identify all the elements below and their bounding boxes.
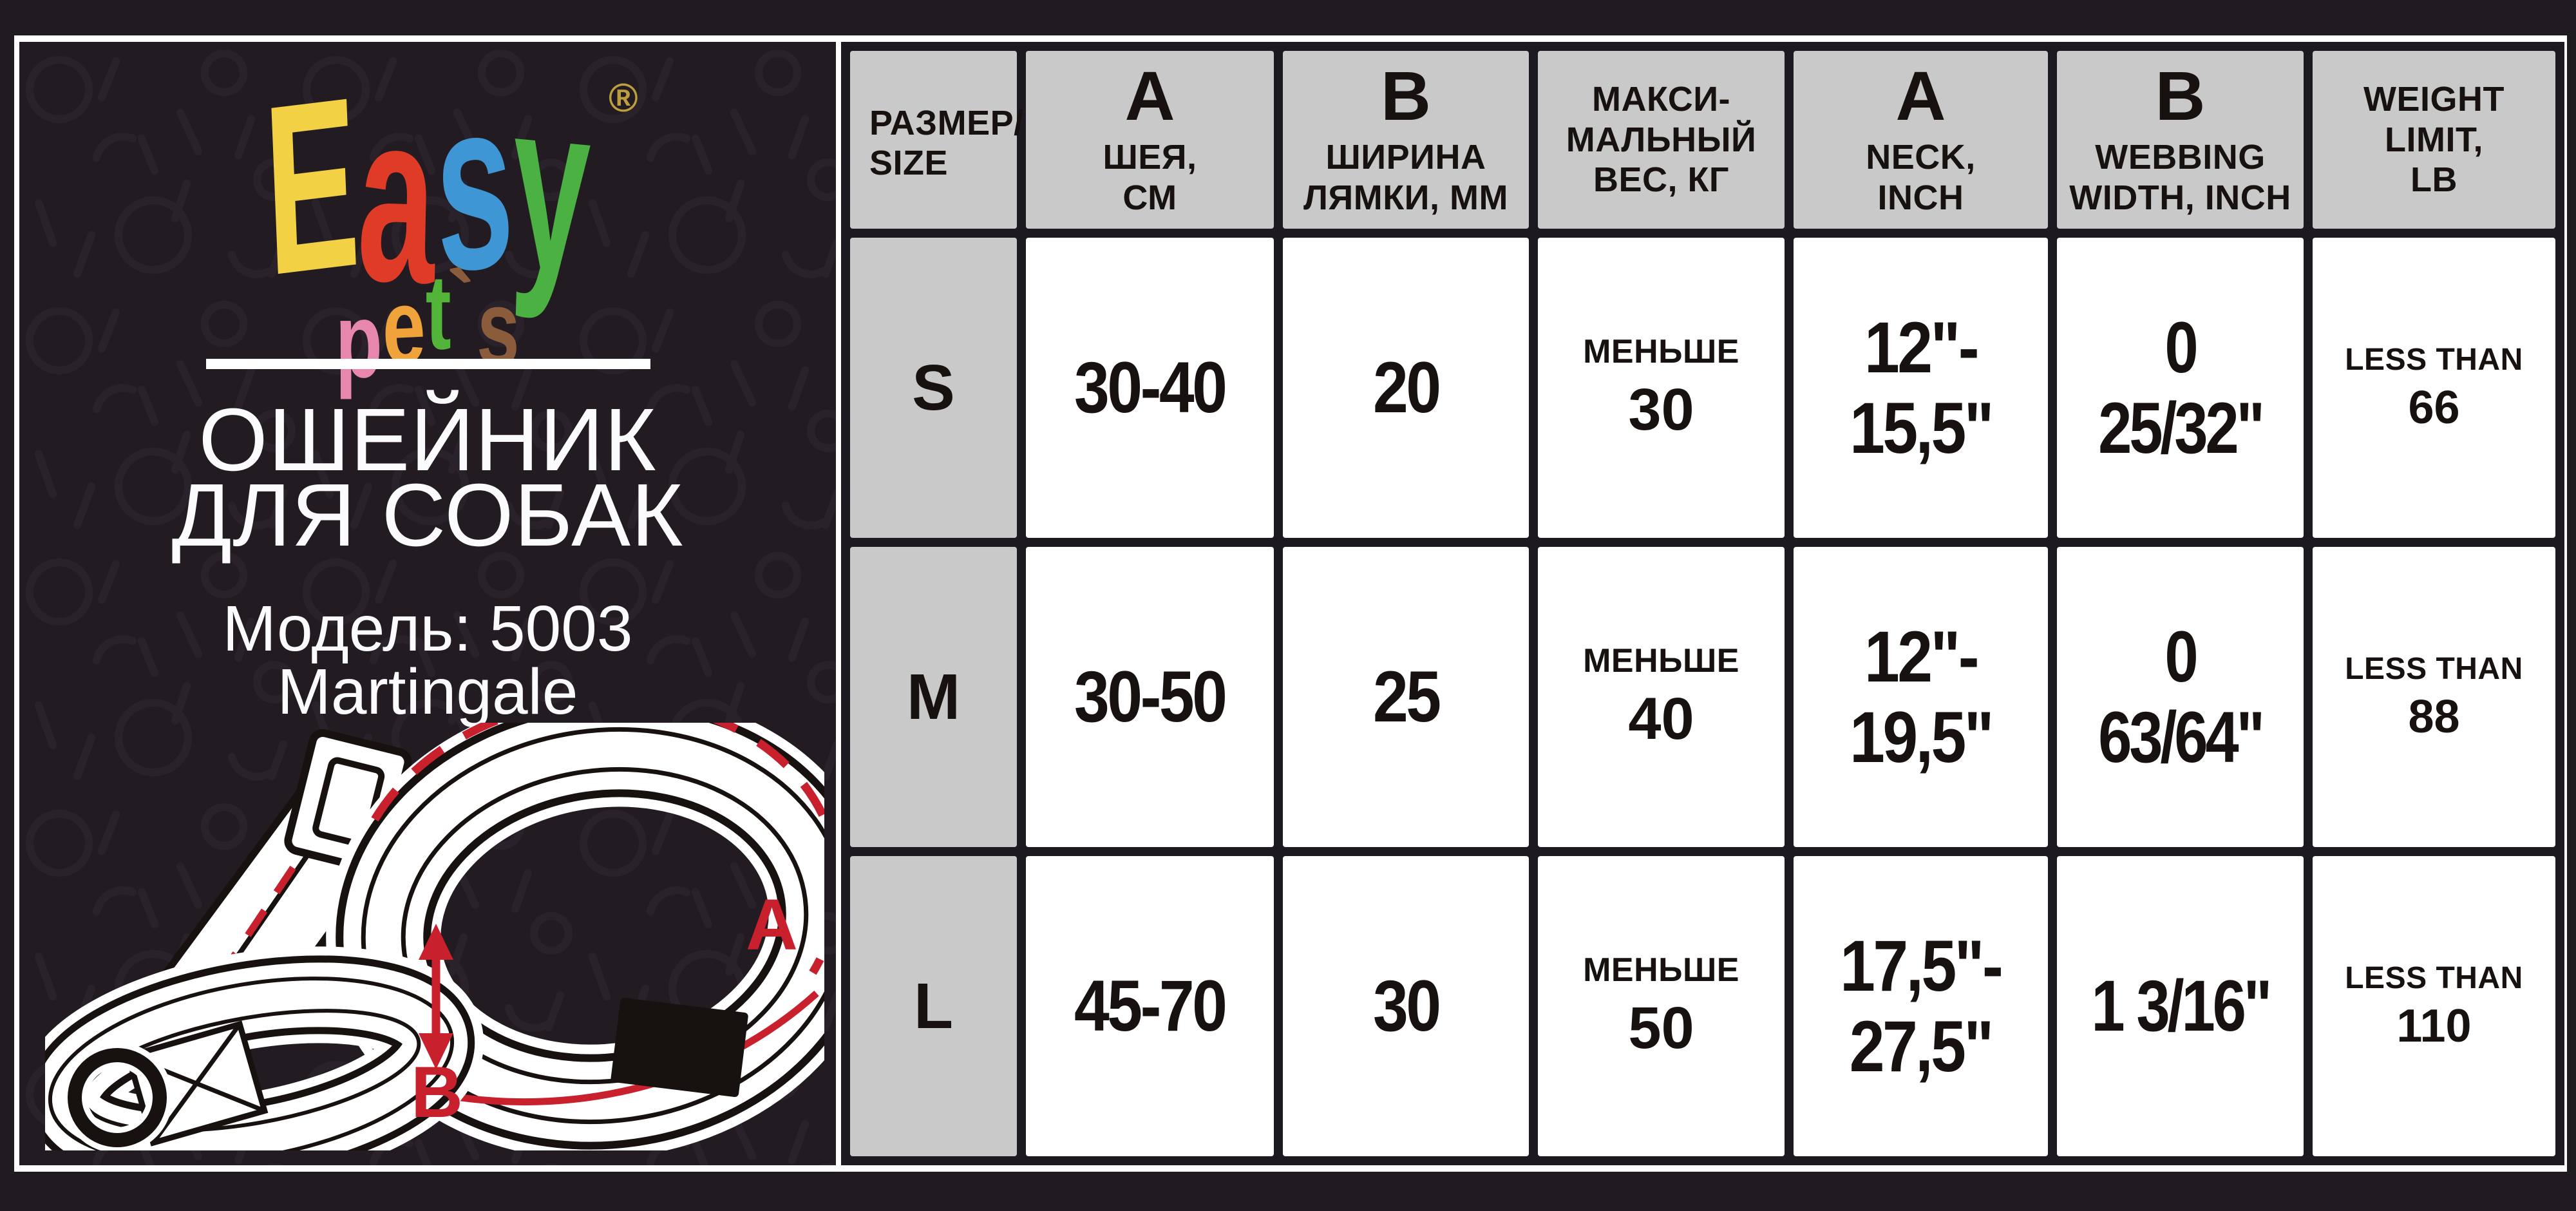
header-neck-cm: A ШЕЯ, СМ	[1026, 51, 1274, 229]
neck-inch-cell: 17,5"- 27,5"	[1794, 856, 2048, 1156]
panel-content: E a s y ® p e t ` s ОШЕЙНИК ДЛЯ СОБАК Мо…	[19, 42, 836, 1165]
header-neck-inch: A NECK, INCH	[1794, 51, 2048, 229]
header-measure-letter: A	[1895, 57, 1946, 135]
divider-line	[206, 359, 650, 369]
weight-limit-value: 66	[2408, 381, 2460, 434]
webbing-mm-cell: 20	[1283, 238, 1529, 538]
header-measure-letter: B	[1381, 57, 1431, 135]
max-weight-cell: МЕНЬШЕ 40	[1538, 547, 1785, 847]
logo-letter: p	[335, 280, 383, 400]
d-ring-icon	[62, 1042, 173, 1150]
measure-b-label: B	[411, 1052, 463, 1132]
model-info: Модель: 5003 Martingale	[222, 593, 633, 728]
neck-cm-value: 30-40	[1074, 347, 1227, 428]
martingale-collar-illustration: A B	[45, 723, 824, 1150]
webbing-mm-value: 30	[1372, 966, 1441, 1047]
neck-inch-cell: 12"- 19,5"	[1794, 547, 2048, 847]
brand-logo-pets: p e t ` s	[101, 246, 754, 393]
webbing-inch-cell: 1 3/16"	[2057, 856, 2304, 1156]
measure-b-arrow	[419, 924, 453, 1069]
webbing-mm-value: 20	[1372, 347, 1441, 428]
header-measure-letter: B	[2155, 57, 2206, 135]
webbing-inch-cell: 0 63/64"	[2057, 547, 2304, 847]
webbing-inch-value: 0 63/64"	[2098, 616, 2265, 777]
neck-cm-cell: 30-40	[1026, 238, 1274, 538]
header-size: РАЗМЕР/ SIZE	[850, 51, 1023, 229]
neck-cm-cell: 45-70	[1026, 856, 1274, 1156]
header-label: NECK, INCH	[1866, 138, 1976, 217]
size-value: L	[913, 969, 954, 1042]
header-max-weight: МАКСИ- МАЛЬНЫЙ ВЕС, КГ	[1538, 51, 1785, 229]
neck-cm-cell: 30-50	[1026, 547, 1274, 847]
header-measure-letter: A	[1124, 57, 1175, 135]
header-label: РАЗМЕР/ SIZE	[869, 103, 1024, 183]
webbing-mm-value: 25	[1372, 656, 1441, 738]
registered-trademark-icon: ®	[609, 76, 638, 120]
header-webbing-mm: B ШИРИНА ЛЯМКИ, ММ	[1283, 51, 1529, 229]
size-cell: L	[850, 856, 1017, 1156]
header-label: ШИРИНА ЛЯМКИ, ММ	[1303, 138, 1508, 217]
max-weight-cell: МЕНЬШЕ 30	[1538, 238, 1785, 538]
neck-cm-value: 45-70	[1074, 966, 1227, 1047]
webbing-inch-value: 1 3/16"	[2091, 966, 2272, 1047]
max-weight-value: 50	[1628, 995, 1694, 1061]
weight-limit-cell: LESS THAN 88	[2313, 547, 2555, 847]
collar-patch	[611, 997, 748, 1098]
weight-limit-label: LESS THAN	[2345, 960, 2523, 995]
white-frame: E a s y ® p e t ` s ОШЕЙНИК ДЛЯ СОБАК Мо…	[14, 35, 2567, 1172]
max-weight-value: 40	[1628, 685, 1694, 752]
neck-inch-value: 12"- 15,5"	[1850, 307, 1994, 468]
max-weight-label: МЕНЬШЕ	[1583, 332, 1739, 370]
max-weight-cell: МЕНЬШЕ 50	[1538, 856, 1785, 1156]
weight-limit-label: LESS THAN	[2345, 342, 2523, 377]
neck-inch-value: 17,5"- 27,5"	[1840, 925, 2003, 1087]
size-value: M	[906, 660, 961, 733]
weight-limit-cell: LESS THAN 110	[2313, 856, 2555, 1156]
weight-limit-cell: LESS THAN 66	[2313, 238, 2555, 538]
max-weight-value: 30	[1628, 376, 1694, 443]
header-label: МАКСИ- МАЛЬНЫЙ ВЕС, КГ	[1566, 80, 1757, 200]
size-cell: M	[850, 547, 1017, 847]
header-label: ШЕЯ, СМ	[1103, 138, 1197, 217]
size-cell: S	[850, 238, 1017, 538]
header-label: WEBBING WIDTH, INCH	[2069, 138, 2291, 217]
weight-limit-value: 88	[2408, 691, 2460, 743]
neck-inch-value: 12"- 19,5"	[1850, 616, 1994, 777]
header-weight-limit: WEIGHT LIMIT, LB	[2313, 51, 2555, 229]
neck-inch-cell: 12"- 15,5"	[1794, 238, 2048, 538]
size-table: РАЗМЕР/ SIZE A ШЕЯ, СМ B ШИРИНА ЛЯМКИ, М…	[841, 42, 2564, 1165]
webbing-mm-cell: 30	[1283, 856, 1529, 1156]
weight-limit-value: 110	[2396, 1000, 2472, 1052]
neck-cm-value: 30-50	[1074, 656, 1227, 738]
brand-panel: E a s y ® p e t ` s ОШЕЙНИК ДЛЯ СОБАК Мо…	[19, 42, 836, 1165]
max-weight-label: МЕНЬШЕ	[1583, 642, 1739, 680]
webbing-inch-value: 0 25/32"	[2098, 307, 2265, 468]
logo-letter: t	[425, 252, 451, 372]
header-label: WEIGHT LIMIT, LB	[2363, 80, 2505, 200]
max-weight-label: МЕНЬШЕ	[1583, 951, 1739, 989]
product-title: ОШЕЙНИК ДЛЯ СОБАК	[171, 390, 684, 566]
header-webbing-inch: B WEBBING WIDTH, INCH	[2057, 51, 2304, 229]
weight-limit-label: LESS THAN	[2345, 651, 2523, 686]
size-value: S	[912, 351, 955, 424]
measure-a-label: A	[746, 884, 798, 965]
webbing-inch-cell: 0 25/32"	[2057, 238, 2304, 538]
webbing-mm-cell: 25	[1283, 547, 1529, 847]
